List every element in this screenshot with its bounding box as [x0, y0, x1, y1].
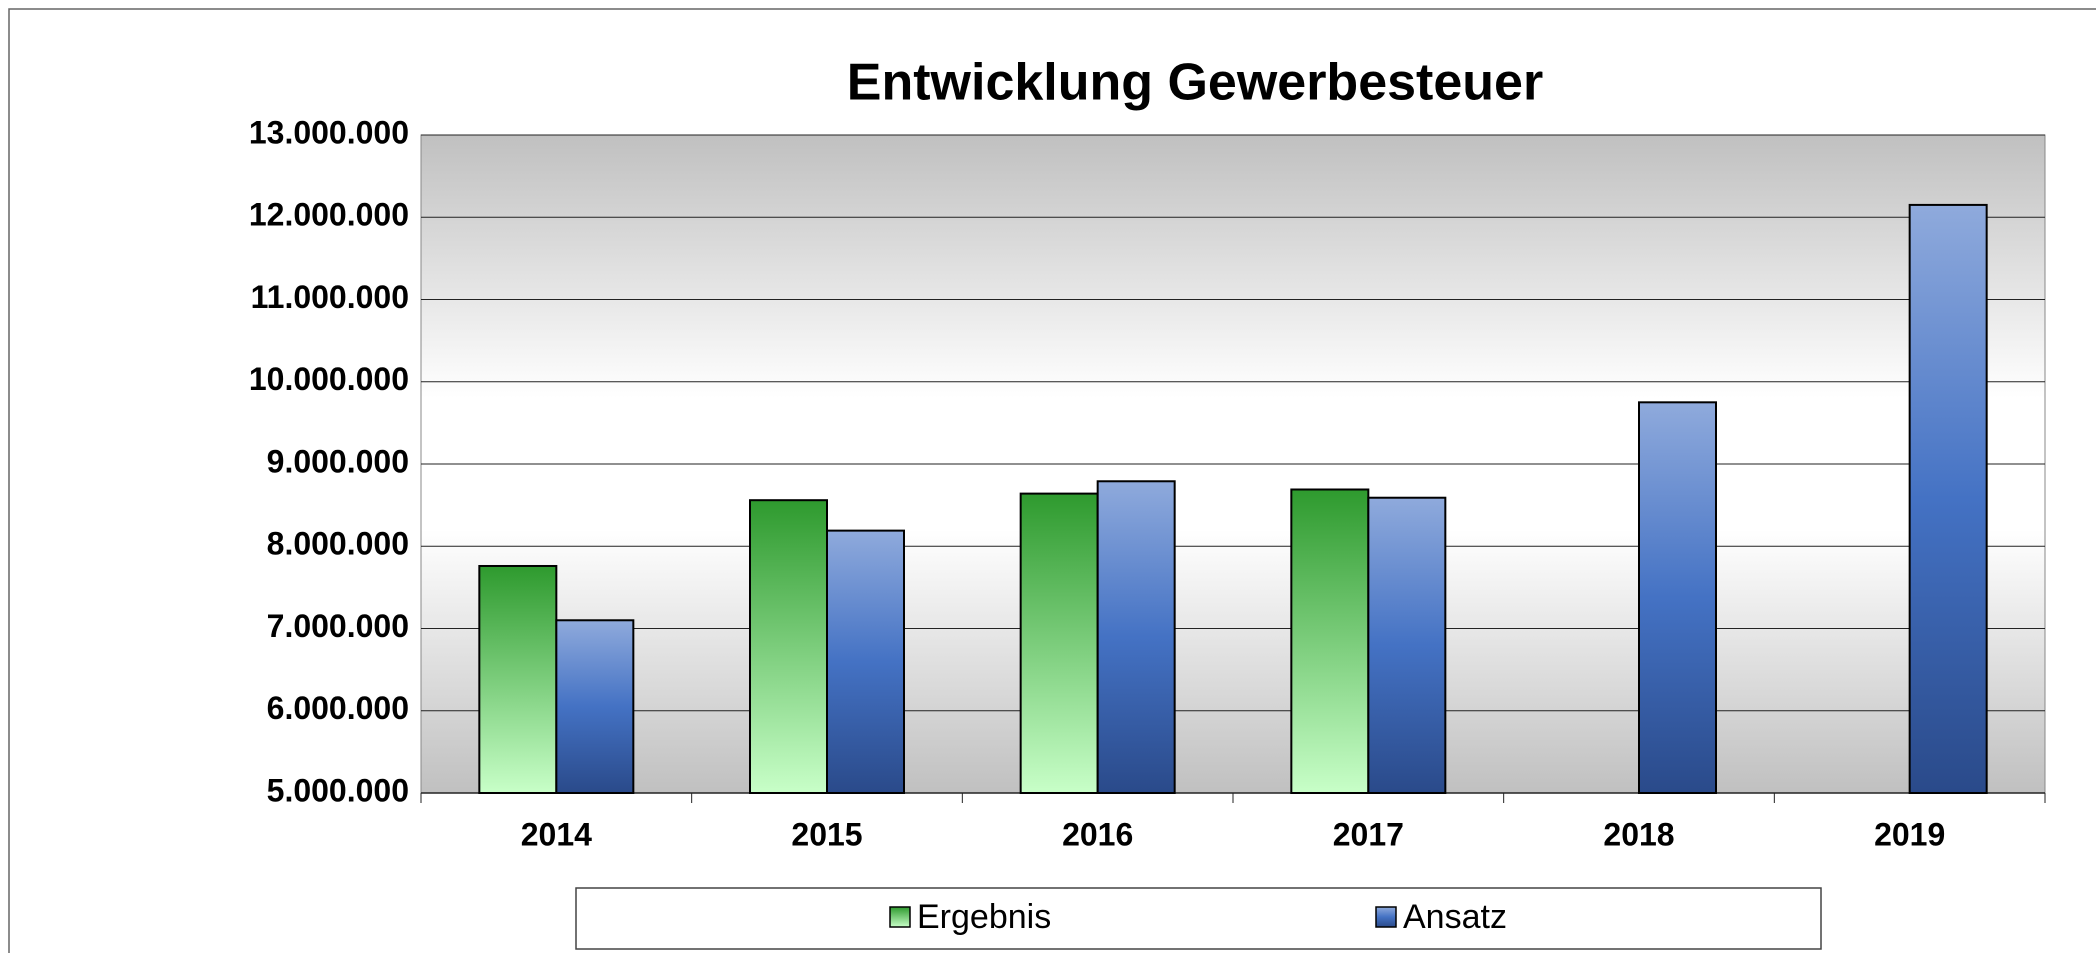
bar: [1638, 401, 1717, 794]
x-tick-label: 2014: [521, 816, 592, 852]
bar: [1096, 480, 1176, 794]
chart-border: [8, 8, 2096, 953]
bar: [749, 499, 828, 794]
y-tick-label: 8.000.000: [267, 526, 409, 562]
y-tick-label: 5.000.000: [267, 772, 409, 808]
bar: [1019, 492, 1099, 794]
y-tick-label: 11.000.000: [251, 279, 409, 315]
x-tick-label: 2017: [1333, 816, 1404, 852]
y-tick-label: 10.000.000: [249, 361, 409, 397]
y-tick-label: 6.000.000: [267, 690, 409, 726]
bar: [555, 619, 635, 795]
legend-swatch: [889, 906, 911, 928]
chart-title: Entwicklung Gewerbesteuer: [847, 54, 1543, 112]
x-tick-label: 2019: [1874, 816, 1945, 852]
legend: [575, 887, 1822, 950]
y-tick-label: 13.000.000: [249, 114, 409, 150]
y-tick-label: 9.000.000: [267, 443, 409, 479]
bar: [1290, 488, 1370, 794]
x-tick-label: 2018: [1603, 816, 1674, 852]
y-tick-label: 12.000.000: [249, 197, 409, 233]
bar: [1367, 496, 1447, 794]
bar: [1908, 203, 1988, 795]
legend-label: Ergebnis: [917, 898, 1051, 936]
bar: [826, 529, 905, 794]
legend-swatch: [1375, 906, 1397, 928]
x-tick-label: 2015: [791, 816, 862, 852]
bar: [478, 564, 558, 794]
x-tick-label: 2016: [1062, 816, 1133, 852]
y-tick-label: 7.000.000: [267, 608, 409, 644]
legend-label: Ansatz: [1403, 898, 1507, 936]
